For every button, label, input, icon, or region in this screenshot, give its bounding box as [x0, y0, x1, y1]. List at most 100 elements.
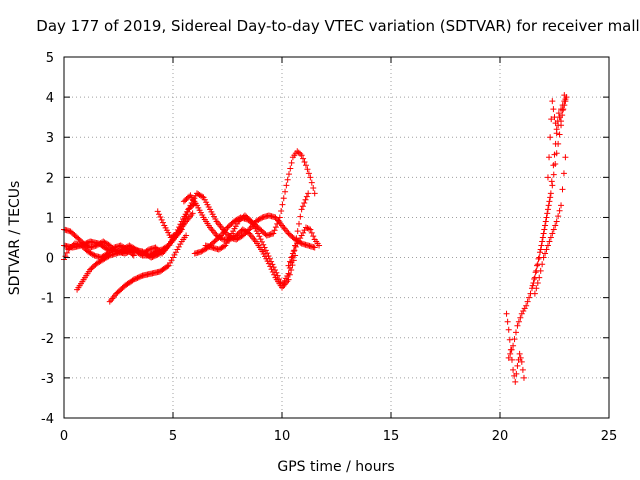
data-point: [297, 213, 304, 220]
data-point: [270, 230, 277, 237]
data-point: [182, 215, 189, 222]
data-point: [294, 240, 301, 247]
data-point: [295, 237, 302, 244]
data-point: [264, 250, 271, 257]
series-track-14: [531, 154, 569, 297]
plot-frame: [63, 56, 610, 419]
data-point: [286, 271, 293, 278]
y-tick-label: -3: [41, 372, 54, 387]
y-tick-label: 1: [46, 211, 54, 226]
data-point: [305, 190, 312, 197]
data-point: [297, 150, 304, 157]
data-point: [559, 112, 566, 119]
data-point: [167, 259, 174, 266]
y-tick-label: 5: [46, 51, 54, 66]
data-point: [550, 162, 557, 169]
data-point: [175, 243, 182, 250]
data-point: [550, 226, 557, 233]
series-track-5: [106, 232, 190, 305]
data-point: [512, 378, 519, 385]
data-point: [279, 201, 286, 208]
data-point: [553, 218, 560, 225]
data-point: [505, 326, 512, 333]
data-point: [544, 210, 551, 217]
y-axis-label: SDTVAR / TECUs: [7, 181, 23, 296]
data-point: [288, 254, 295, 261]
data-point: [308, 229, 315, 236]
data-point: [533, 285, 540, 292]
data-point: [172, 249, 179, 256]
data-point: [517, 314, 524, 321]
data-point: [534, 262, 541, 269]
data-point: [258, 238, 265, 245]
data-point: [520, 374, 527, 381]
data-point: [539, 238, 546, 245]
x-tick-label: 0: [60, 429, 68, 444]
data-point: [552, 140, 559, 147]
data-point: [515, 318, 522, 325]
data-point: [531, 275, 538, 282]
data-point: [158, 216, 165, 223]
data-point: [282, 188, 289, 195]
data-point: [545, 202, 552, 209]
data-point: [555, 110, 562, 117]
data-point: [558, 118, 565, 125]
data-point: [272, 266, 279, 273]
data-point: [164, 263, 171, 270]
data-point: [291, 247, 298, 254]
data-point: [157, 214, 164, 221]
data-point: [558, 202, 565, 209]
data-point: [505, 354, 512, 361]
data-point: [298, 232, 305, 239]
data-point: [183, 212, 190, 219]
data-point: [563, 94, 570, 101]
data-point: [274, 220, 281, 227]
data-point: [283, 182, 290, 189]
data-point: [287, 165, 294, 172]
data-point: [186, 193, 193, 200]
data-point: [513, 370, 520, 377]
series-track-10: [285, 224, 323, 269]
data-point: [546, 238, 553, 245]
data-point: [316, 242, 323, 249]
data-point: [170, 254, 176, 261]
data-point: [538, 242, 545, 249]
data-point: [506, 336, 513, 343]
data-point: [303, 193, 310, 200]
data-point: [184, 208, 191, 215]
data-point: [508, 346, 515, 353]
data-point: [302, 162, 309, 169]
data-point: [517, 354, 524, 361]
data-point: [159, 219, 166, 226]
data-point: [521, 305, 528, 312]
data-point: [548, 116, 555, 123]
data-point: [516, 350, 523, 357]
data-point: [310, 233, 317, 240]
data-point: [550, 171, 557, 178]
data-point: [275, 217, 282, 224]
data-point: [151, 249, 158, 256]
chart-title: Day 177 of 2019, Sidereal Day-to-day VTE…: [36, 17, 639, 35]
x-axis-label: GPS time / hours: [277, 459, 394, 475]
data-point: [551, 114, 558, 121]
data-point: [257, 236, 264, 243]
data-point: [307, 174, 314, 181]
data-point: [514, 322, 521, 329]
x-tick-label: 15: [383, 429, 400, 444]
data-point: [542, 218, 549, 225]
data-point: [262, 247, 269, 254]
data-point: [544, 206, 551, 213]
data-point: [542, 222, 549, 229]
data-point: [547, 134, 554, 141]
series-track-15: [544, 98, 569, 181]
data-point: [296, 220, 303, 227]
data-point: [216, 233, 223, 240]
data-point: [301, 158, 308, 165]
data-point: [510, 366, 517, 373]
data-point: [284, 176, 291, 183]
data-point: [536, 249, 543, 256]
data-point: [504, 318, 511, 325]
data-point: [138, 251, 145, 258]
data-point: [273, 269, 280, 276]
